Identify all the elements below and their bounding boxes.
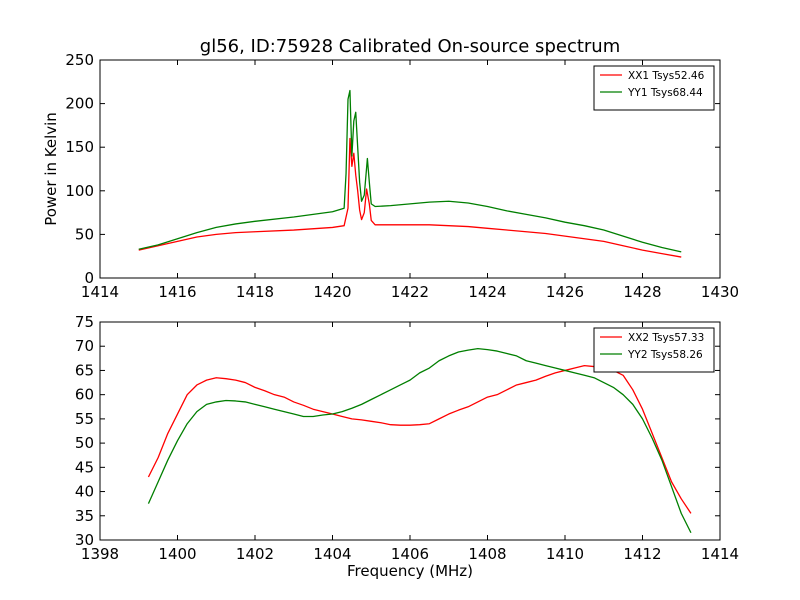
y-tick-label: 35 [75,507,94,525]
legend-box [593,327,715,373]
x-tick-label: 1416 [158,283,196,301]
y-tick-label: 150 [65,138,94,156]
legend-entry: YY1 Tsys68.44 [627,87,703,99]
x-tick-label: 1406 [391,545,429,563]
top-y-axis-label: Power in Kelvin [42,112,60,226]
y-tick-label: 30 [75,531,94,549]
x-tick-label: 1430 [701,283,739,301]
y-tick-label: 100 [65,182,94,200]
y-tick-label: 50 [75,225,94,243]
legend-entry: XX1 Tsys52.46 [628,70,705,82]
series-line-1-1 [138,137,682,258]
y-tick-label: 250 [65,51,94,69]
y-tick-label: 45 [75,458,94,476]
legend: XX2 Tsys57.33 YY2 Tsys58.26 [593,327,715,373]
x-tick-label: 1408 [468,545,506,563]
x-tick-label: 1410 [546,545,584,563]
series-line-2-2 [147,347,692,534]
x-tick-label: 1420 [313,283,351,301]
x-tick-label: 1398 [81,545,119,563]
x-tick-label: 1404 [313,545,351,563]
y-tick-label: 65 [75,361,94,379]
legend-box [593,65,715,111]
y-tick-label: 50 [75,434,94,452]
y-tick-label: 70 [75,337,94,355]
y-tick-label: 55 [75,410,94,428]
x-tick-label: 1400 [158,545,196,563]
legend: XX1 Tsys52.46 YY1 Tsys68.44 [593,65,715,111]
legend-entry: YY2 Tsys58.26 [627,349,703,361]
y-tick-label: 40 [75,483,94,501]
x-tick-label: 1414 [701,545,739,563]
x-tick-label: 1414 [81,283,119,301]
series-line-2-1 [147,364,692,514]
series-line-1-2 [138,89,682,253]
y-tick-label: 0 [84,269,94,287]
y-tick-label: 60 [75,386,94,404]
bottom-plot-area: 1398 1400 1402 1404 1406 1408 1410 1412 1414 30 35… [75,313,739,563]
x-tick-label: 1424 [468,283,506,301]
x-tick-label: 1412 [623,545,661,563]
x-tick-label: 1402 [236,545,274,563]
x-tick-label: 1426 [546,283,584,301]
bottom-x-axis-label: Frequency (MHz) [347,562,473,580]
x-tick-label: 1418 [236,283,274,301]
chart-title: gl56, ID:75928 Calibrated On-source spec… [200,36,620,57]
y-tick-label: 200 [65,95,94,113]
top-plot-area: 1414 1416 1418 1420 1422 1424 1426 1428 1430 0 50 1… [65,51,739,301]
legend-entry: XX2 Tsys57.33 [628,332,704,344]
x-tick-label: 1422 [391,283,429,301]
x-tick-label: 1428 [623,283,661,301]
y-tick-label: 75 [75,313,94,331]
